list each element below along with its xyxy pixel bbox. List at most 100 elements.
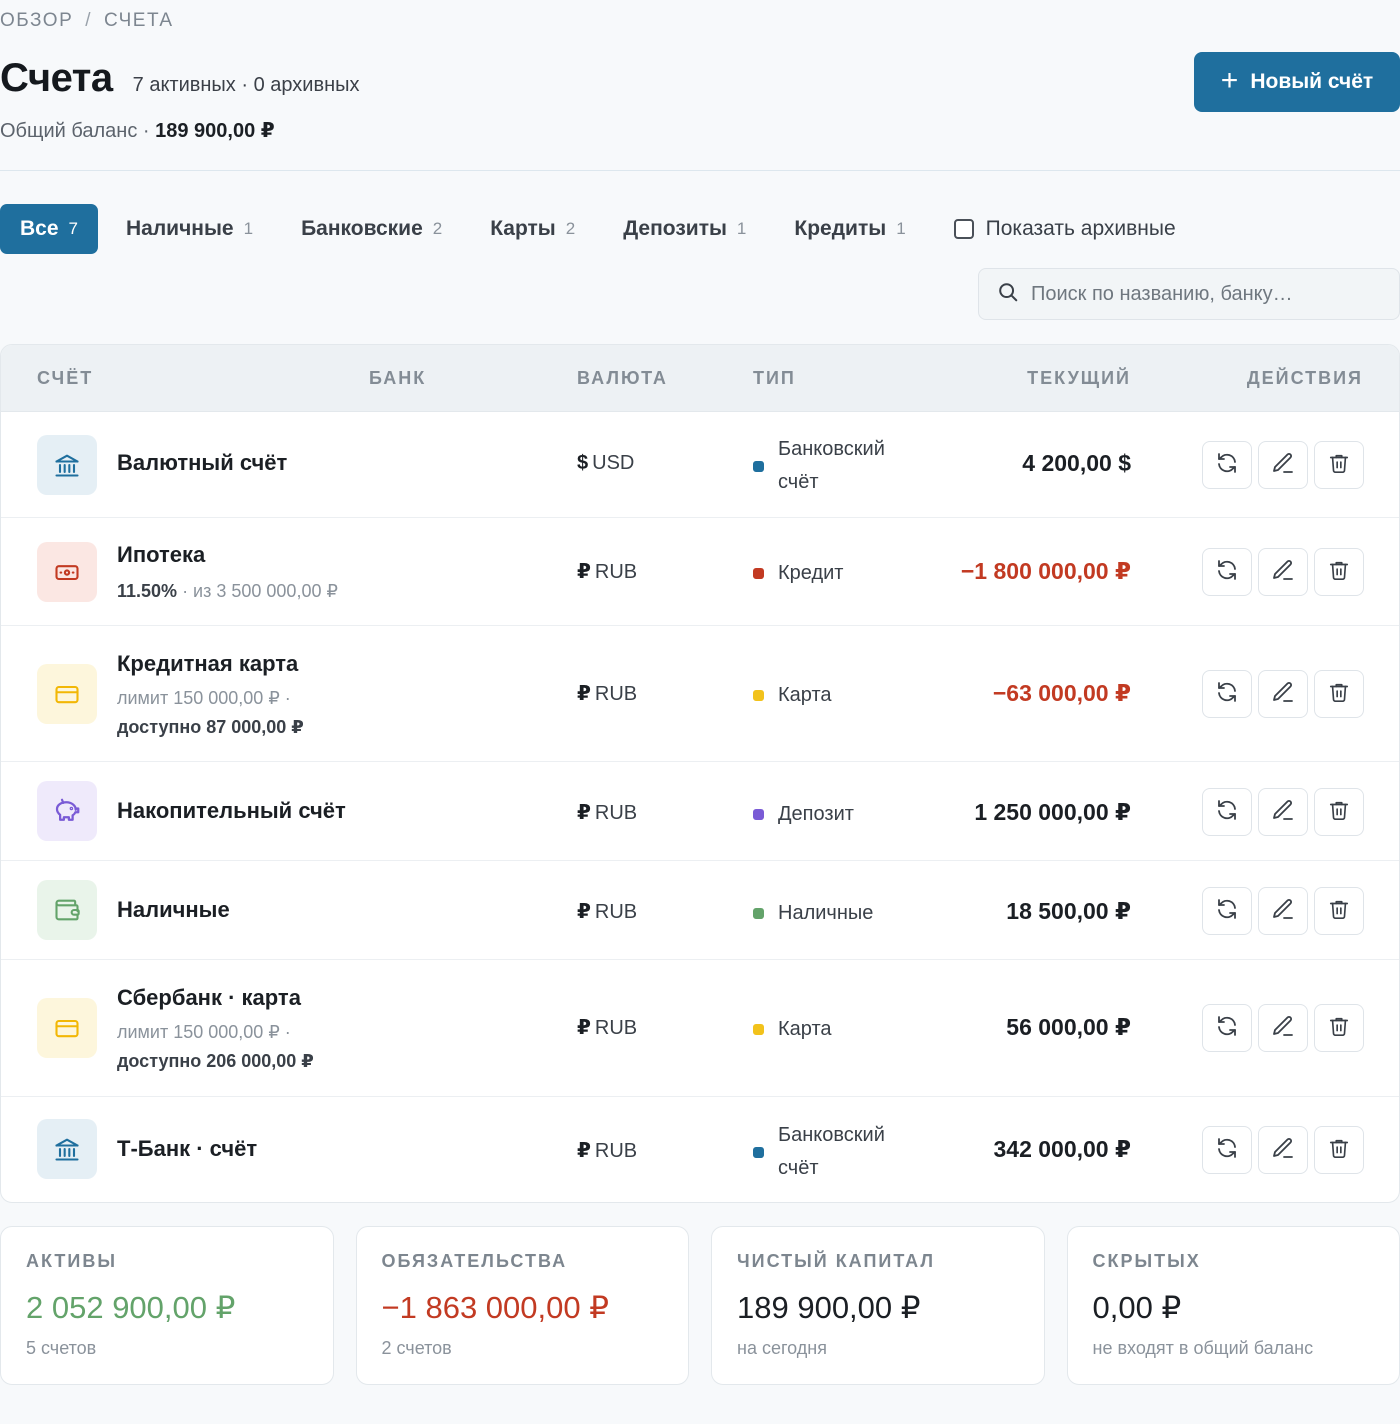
account-name[interactable]: Ипотека bbox=[117, 542, 206, 567]
delete-button[interactable] bbox=[1314, 1126, 1364, 1174]
table-row[interactable]: Сбербанк · карта лимит 150 000,00 ₽ · до… bbox=[1, 960, 1399, 1097]
tab-count: 1 bbox=[896, 219, 906, 238]
type-dot bbox=[753, 809, 764, 820]
account-balance: 1 250 000,00 ₽ bbox=[974, 799, 1131, 825]
table-row[interactable]: Наличные ₽ RUB Наличные 18 500,00 ₽ bbox=[1, 861, 1399, 960]
account-name[interactable]: Сбербанк · карта bbox=[117, 985, 301, 1010]
delete-button[interactable] bbox=[1314, 887, 1364, 935]
account-name[interactable]: Наличные bbox=[117, 897, 230, 922]
card-label: АКТИВЫ bbox=[26, 1251, 117, 1271]
delete-button[interactable] bbox=[1314, 441, 1364, 489]
tab-cash[interactable]: Наличные 1 bbox=[106, 204, 273, 254]
refresh-button[interactable] bbox=[1202, 670, 1252, 718]
currency-code: RUB bbox=[594, 1017, 638, 1039]
currency-code: RUB bbox=[594, 802, 638, 824]
account-meta: лимит 150 000,00 ₽ · доступно 206 000,00… bbox=[117, 1018, 314, 1076]
delete-button[interactable] bbox=[1314, 548, 1364, 596]
currency-code: USD bbox=[592, 452, 635, 474]
liabilities-card: ОБЯЗАТЕЛЬСТВА −1 863 000,00 ₽ 2 счетов bbox=[355, 1226, 689, 1385]
edit-icon bbox=[1271, 798, 1295, 827]
show-archived-checkbox[interactable] bbox=[953, 219, 974, 239]
column-type[interactable]: ТИП bbox=[753, 368, 796, 388]
delete-button[interactable] bbox=[1314, 670, 1364, 718]
table-row[interactable]: Валютный счёт $ USD Банковский счёт 4 200… bbox=[1, 412, 1399, 518]
tab-label: Все bbox=[20, 217, 59, 240]
type-label: Кредит bbox=[778, 562, 844, 584]
piggy-bank-icon bbox=[37, 781, 97, 841]
trash-icon bbox=[1328, 1137, 1350, 1164]
refresh-button[interactable] bbox=[1202, 1004, 1252, 1052]
column-currency[interactable]: ВАЛЮТА bbox=[577, 368, 668, 388]
currency-symbol: ₽ bbox=[577, 561, 591, 583]
delete-button[interactable] bbox=[1314, 1004, 1364, 1052]
edit-button[interactable] bbox=[1258, 441, 1308, 489]
edit-icon bbox=[1271, 680, 1295, 709]
refresh-icon bbox=[1215, 680, 1239, 709]
edit-button[interactable] bbox=[1258, 887, 1308, 935]
column-current[interactable]: ТЕКУЩИЙ bbox=[1027, 368, 1131, 388]
refresh-button[interactable] bbox=[1202, 1126, 1252, 1174]
tab-bank[interactable]: Банковские 2 bbox=[281, 204, 462, 254]
breadcrumb-root[interactable]: ОБЗОР bbox=[0, 10, 74, 31]
refresh-button[interactable] bbox=[1202, 887, 1252, 935]
card-label: ОБЯЗАТЕЛЬСТВА bbox=[381, 1251, 568, 1271]
trash-icon bbox=[1328, 559, 1350, 586]
tab-cards[interactable]: Карты 2 bbox=[470, 204, 595, 254]
type-dot bbox=[753, 690, 764, 701]
column-bank[interactable]: БАНК bbox=[369, 368, 427, 388]
new-account-button[interactable]: + Новый счёт bbox=[1194, 52, 1400, 112]
edit-button[interactable] bbox=[1258, 1004, 1308, 1052]
edit-button[interactable] bbox=[1258, 548, 1308, 596]
edit-button[interactable] bbox=[1258, 670, 1308, 718]
show-archived-toggle[interactable]: Показать архивные bbox=[953, 217, 1176, 241]
search-input[interactable] bbox=[1031, 282, 1371, 306]
currency-symbol: $ bbox=[577, 452, 589, 474]
table-row[interactable]: Накопительный счёт ₽ RUB Депозит 1 250 00… bbox=[1, 762, 1399, 861]
refresh-button[interactable] bbox=[1202, 788, 1252, 836]
tab-credits[interactable]: Кредиты 1 bbox=[774, 204, 925, 254]
currency-symbol: ₽ bbox=[577, 802, 591, 824]
wallet-icon bbox=[37, 880, 97, 940]
table-row[interactable]: Ипотека 11.50% · из 3 500 000,00 ₽ ₽ RUB … bbox=[1, 518, 1399, 626]
delete-button[interactable] bbox=[1314, 788, 1364, 836]
assets-card: АКТИВЫ 2 052 900,00 ₽ 5 счетов bbox=[0, 1226, 334, 1385]
breadcrumb: ОБЗОР / СЧЕТА bbox=[0, 10, 174, 32]
credit-limit: лимит 150 000,00 ₽ · bbox=[117, 1022, 291, 1042]
trash-icon bbox=[1328, 681, 1350, 708]
tab-label: Кредиты bbox=[794, 217, 887, 240]
account-type: Депозит bbox=[753, 798, 918, 831]
row-actions bbox=[1202, 1126, 1364, 1174]
type-dot bbox=[753, 460, 764, 472]
total-balance-value: 189 900,00 ₽ bbox=[155, 120, 275, 142]
table-row[interactable]: Кредитная карта лимит 150 000,00 ₽ · дос… bbox=[1, 626, 1399, 762]
account-name[interactable]: Накопительный счёт bbox=[117, 798, 346, 823]
card-value: 189 900,00 ₽ bbox=[737, 1290, 921, 1325]
tab-label: Карты bbox=[490, 217, 556, 240]
tab-deposits[interactable]: Депозиты 1 bbox=[603, 204, 766, 254]
type-label: Банковский счёт bbox=[778, 438, 885, 493]
account-name[interactable]: Валютный счёт bbox=[117, 450, 288, 475]
currency-code: RUB bbox=[594, 683, 638, 705]
refresh-button[interactable] bbox=[1202, 548, 1252, 596]
bank-icon bbox=[37, 435, 97, 495]
table-row[interactable]: Т-Банк · счёт ₽ RUB Банковский счёт 342 0… bbox=[1, 1097, 1399, 1201]
edit-button[interactable] bbox=[1258, 1126, 1308, 1174]
account-name[interactable]: Кредитная карта bbox=[117, 651, 299, 676]
card-value: 2 052 900,00 ₽ bbox=[26, 1290, 236, 1325]
filter-tabs: Все 7 Наличные 1 Банковские 2 Карты 2 Де… bbox=[0, 204, 1176, 254]
type-label: Карта bbox=[778, 1018, 832, 1040]
account-currency: ₽ RUB bbox=[577, 1015, 637, 1040]
plus-icon: + bbox=[1220, 63, 1239, 97]
edit-button[interactable] bbox=[1258, 788, 1308, 836]
trash-icon bbox=[1328, 898, 1350, 925]
refresh-button[interactable] bbox=[1202, 441, 1252, 489]
card-icon bbox=[37, 664, 97, 724]
card-label: ЧИСТЫЙ КАПИТАЛ bbox=[737, 1251, 936, 1271]
tab-all[interactable]: Все 7 bbox=[0, 204, 98, 254]
refresh-icon bbox=[1215, 558, 1239, 587]
credit-limit: лимит 150 000,00 ₽ · bbox=[117, 688, 291, 708]
account-currency: ₽ RUB bbox=[577, 1138, 637, 1163]
account-meta: лимит 150 000,00 ₽ · доступно 87 000,00 … bbox=[117, 684, 304, 742]
account-name[interactable]: Т-Банк · счёт bbox=[117, 1136, 258, 1161]
column-account[interactable]: СЧЁТ bbox=[37, 368, 94, 388]
